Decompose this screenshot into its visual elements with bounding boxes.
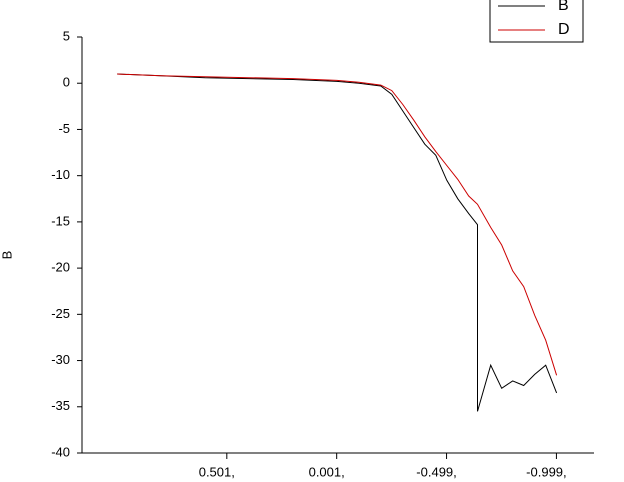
legend-label: D (558, 21, 570, 38)
y-tick-label: -35 (51, 398, 70, 413)
y-tick-label: -20 (51, 260, 70, 275)
y-axis-label: B (0, 251, 14, 260)
y-tick-label: 0 (63, 75, 70, 90)
x-tick-label: -0.999, (526, 464, 566, 479)
y-tick-label: 5 (63, 28, 70, 43)
x-tick-label: -0.499, (416, 464, 456, 479)
x-tick-label: 0.501, (199, 464, 235, 479)
legend-label: B (558, 0, 569, 14)
series-line (117, 73, 558, 376)
y-tick-label: -25 (51, 306, 70, 321)
y-tick-label: -15 (51, 213, 70, 228)
y-tick-label: -40 (51, 444, 70, 459)
series-line (117, 73, 558, 412)
legend-box (489, 0, 584, 43)
y-tick-label: -30 (51, 352, 70, 367)
x-tick-label: 0.001, (309, 464, 345, 479)
y-tick-label: -10 (51, 167, 70, 182)
y-tick-label: -5 (58, 121, 70, 136)
